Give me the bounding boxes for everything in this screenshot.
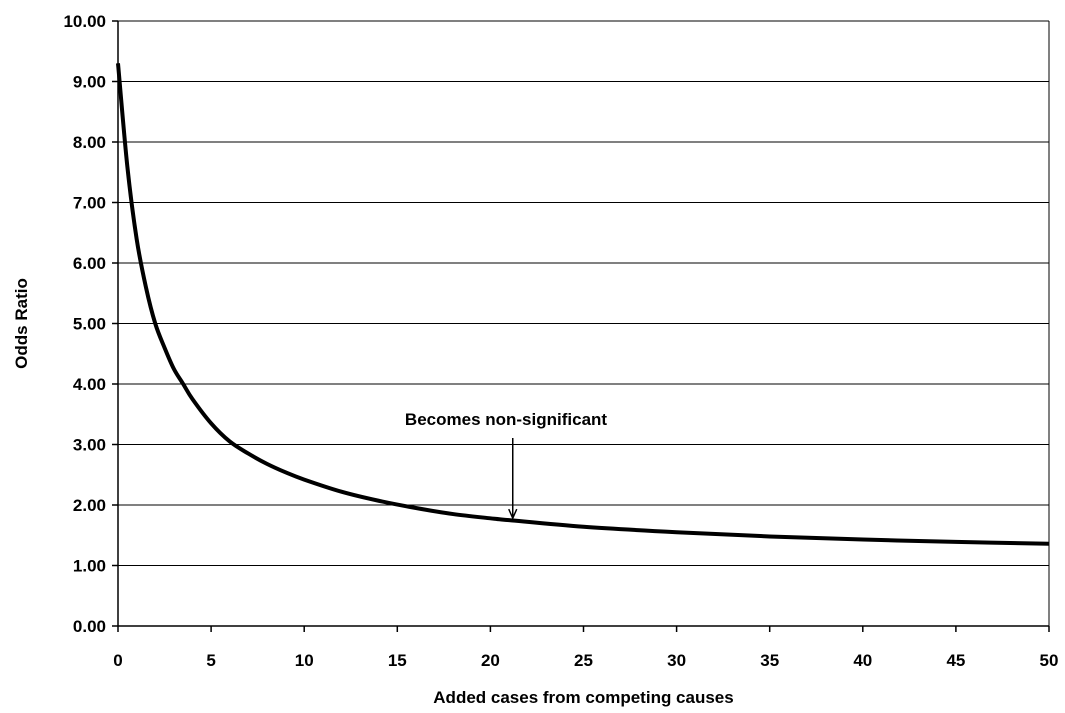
x-tick-label-4: 20: [481, 651, 500, 670]
x-tick-label-9: 45: [946, 651, 965, 670]
y-tick-label-0: 0.00: [73, 617, 106, 636]
annotation-label-0: Becomes non-significant: [405, 410, 607, 429]
y-tick-label-7: 7.00: [73, 194, 106, 213]
x-tick-label-6: 30: [667, 651, 686, 670]
y-tick-label-2: 2.00: [73, 496, 106, 515]
y-tick-label-1: 1.00: [73, 557, 106, 576]
x-tick-label-10: 50: [1040, 651, 1059, 670]
y-tick-label-4: 4.00: [73, 375, 106, 394]
x-tick-label-5: 25: [574, 651, 593, 670]
gridlines: [118, 20, 1049, 566]
y-axis-title: Odds Ratio: [12, 278, 31, 369]
series-layer: [116, 63, 1050, 546]
x-tick-label-7: 35: [760, 651, 779, 670]
x-axis-title: Added cases from competing causes: [433, 688, 733, 707]
y-tick-label-9: 9.00: [73, 73, 106, 92]
x-tick-label-3: 15: [388, 651, 407, 670]
y-tick-label-8: 8.00: [73, 133, 106, 152]
x-tick-label-0: 0: [113, 651, 122, 670]
y-tick-label-5: 5.00: [73, 315, 106, 334]
y-tick-label-6: 6.00: [73, 254, 106, 273]
x-tick-label-2: 10: [295, 651, 314, 670]
series-line-0: [116, 63, 1050, 546]
x-tick-label-1: 5: [206, 651, 215, 670]
x-tick-label-8: 40: [853, 651, 872, 670]
annotation-arrowhead-0: [508, 508, 518, 520]
annotation-layer: Becomes non-significant: [405, 410, 607, 520]
y-tick-label-10: 10.00: [63, 12, 106, 31]
y-tick-label-3: 3.00: [73, 436, 106, 455]
ticks: 0.00 1.00 2.00 3.00 4.00 5.00 6.00 7.00 8.00 9.00…: [63, 12, 1058, 670]
